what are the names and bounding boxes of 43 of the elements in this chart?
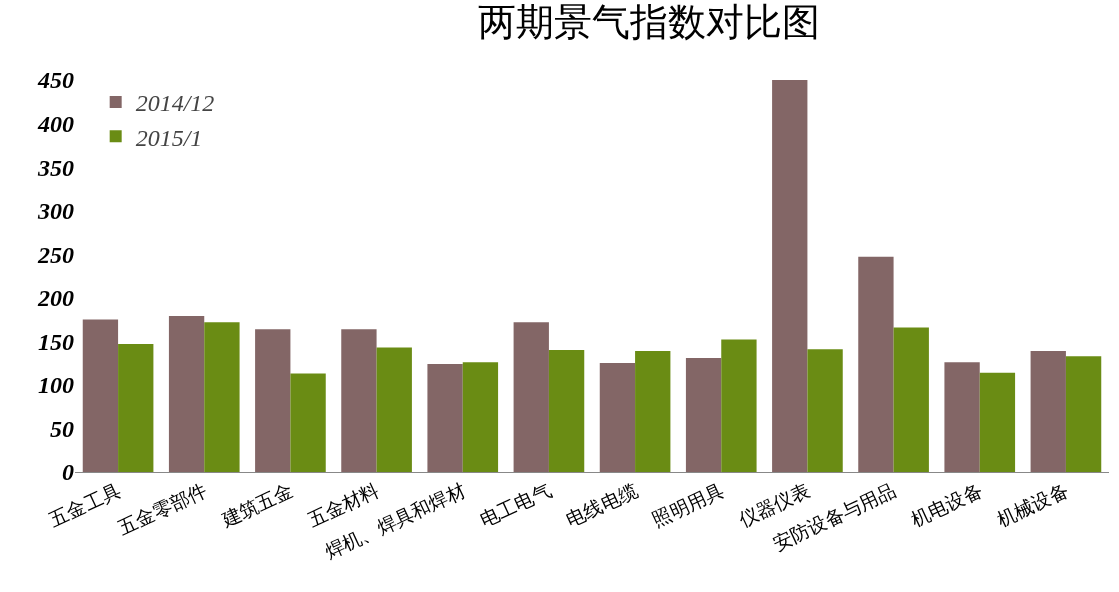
bar xyxy=(290,373,326,472)
x-tick-label: 照明用具 xyxy=(648,478,727,531)
bar xyxy=(772,80,808,472)
bar xyxy=(82,319,119,472)
bar xyxy=(462,362,499,472)
bar xyxy=(807,349,843,472)
bar xyxy=(599,363,636,472)
x-tick-label: 电线电缆 xyxy=(562,478,641,531)
x-tick-label: 电工电气 xyxy=(476,478,555,531)
bar xyxy=(513,322,549,472)
y-tick-label: 250 xyxy=(37,241,74,268)
bar xyxy=(255,329,291,472)
y-tick-label: 450 xyxy=(37,67,74,94)
y-tick-label: 400 xyxy=(37,110,74,137)
y-tick-label: 300 xyxy=(37,198,74,225)
bar xyxy=(168,316,205,472)
bar xyxy=(858,256,894,472)
bar xyxy=(1030,350,1066,472)
chart-title: 两期景气指数对比图 xyxy=(478,1,821,44)
bar xyxy=(893,327,929,472)
y-tick-label: 0 xyxy=(62,459,74,486)
bar xyxy=(635,350,671,472)
y-tick-label: 50 xyxy=(50,415,74,442)
y-tick-label: 150 xyxy=(38,328,74,355)
bar xyxy=(548,350,585,472)
x-tick-label: 建筑五金 xyxy=(217,478,297,532)
x-tick-label: 机电设备 xyxy=(907,478,986,531)
bar xyxy=(944,362,980,472)
bar xyxy=(427,363,463,472)
y-tick-label: 100 xyxy=(38,372,74,399)
y-tick-label: 350 xyxy=(37,154,74,181)
bar xyxy=(341,329,377,472)
bar xyxy=(376,347,412,472)
y-tick-label: 200 xyxy=(37,285,74,312)
bar xyxy=(979,372,1016,472)
bar xyxy=(204,322,240,472)
legend-label: 2015/1 xyxy=(135,124,203,151)
bar xyxy=(721,339,757,472)
bar xyxy=(1065,356,1102,472)
x-tick-label: 机械设备 xyxy=(993,478,1072,531)
legend-label: 2014/12 xyxy=(135,90,215,117)
bar xyxy=(685,357,722,472)
bar xyxy=(118,343,154,472)
